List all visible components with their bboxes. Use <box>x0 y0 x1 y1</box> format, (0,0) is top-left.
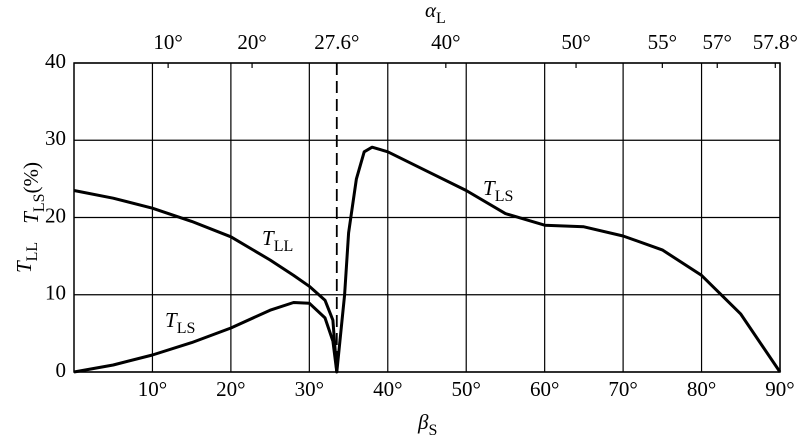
x-tick-label: 90° <box>765 377 794 401</box>
series-line <box>73 189 339 373</box>
x-tick-label: 20° <box>216 377 245 401</box>
curve-label-subscript: LS <box>177 320 196 337</box>
top-tick-label: 57° <box>703 30 732 54</box>
series-line <box>73 145 782 374</box>
x-tick-label: 70° <box>608 377 637 401</box>
x-tick-label: 80° <box>687 377 716 401</box>
x-axis-label-subscript: S <box>428 422 437 439</box>
top-tick-label: 20° <box>237 30 266 54</box>
top-tick-label: 27.6° <box>314 30 359 54</box>
y-tick-label: 10 <box>45 281 66 305</box>
top-tick-label: 10° <box>153 30 182 54</box>
top-tick-label: 40° <box>431 30 460 54</box>
top-tick-label: 57.8° <box>753 30 798 54</box>
x-tick-label: 10° <box>138 377 167 401</box>
y-label-symbol: T <box>12 260 36 273</box>
x-axis-label: βS <box>417 410 437 439</box>
x-tick-label: 40° <box>373 377 402 401</box>
y-tick-label: 0 <box>56 358 67 382</box>
x-axis-label-symbol: β <box>417 410 429 434</box>
top-tick-label: 55° <box>648 30 677 54</box>
curve-label: TLS <box>165 308 195 337</box>
top-tick-label: 50° <box>561 30 590 54</box>
x-tick-label: 50° <box>452 377 481 401</box>
y-tick-label: 30 <box>45 126 66 150</box>
y-label-subscript: LL <box>24 242 41 262</box>
y-tick-label: 20 <box>45 203 66 227</box>
curve-label-symbol: T <box>165 308 178 332</box>
curve-label-subscript: LL <box>274 238 294 255</box>
top-axis-label-subscript: L <box>436 10 446 27</box>
curve-label-symbol: T <box>262 226 275 250</box>
curve-label-subscript: LS <box>495 188 514 205</box>
y-label-symbol: T <box>19 211 43 224</box>
top-axis-label-symbol: α <box>425 0 437 22</box>
y-label-subscript: LS <box>31 193 48 212</box>
top-axis-label: αL <box>425 0 446 27</box>
curve-label-symbol: T <box>483 176 496 200</box>
plot-frame <box>73 62 781 373</box>
x-tick-label: 60° <box>530 377 559 401</box>
y-tick-label: 40 <box>45 49 66 73</box>
y-axis-label: TLLTLS(%) <box>12 162 48 273</box>
curve-label: TLL <box>262 226 293 255</box>
y-label-suffix: (%) <box>19 162 43 193</box>
x-tick-label: 30° <box>295 377 324 401</box>
curve-label: TLS <box>483 176 513 205</box>
y-axis-label-text: TLLTLS(%) <box>12 162 48 273</box>
